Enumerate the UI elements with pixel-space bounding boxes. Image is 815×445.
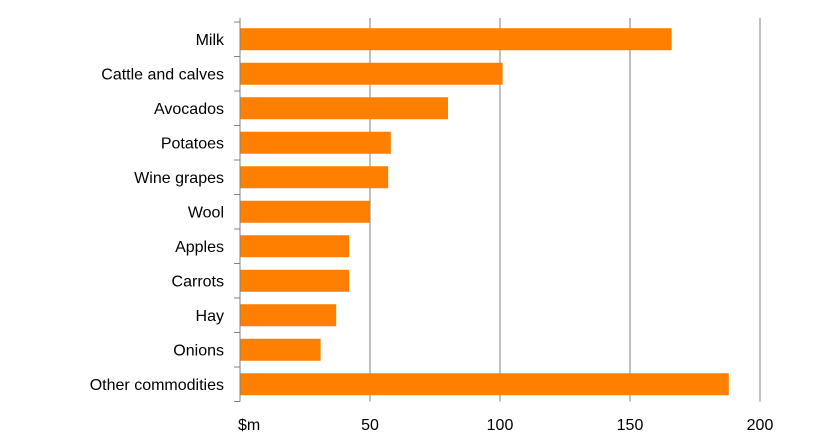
x-tick-label-100: 100 (487, 417, 514, 434)
x-tick-label-200: 200 (747, 417, 774, 434)
bar-hay (240, 304, 337, 327)
category-label-milk: Milk (196, 32, 225, 49)
category-labels: Milk Cattle and calves Avocados Potatoes Win… (90, 32, 225, 394)
bar-cattle-and-calves (240, 62, 503, 85)
y-axis (234, 18, 241, 402)
category-label-avocados: Avocados (154, 101, 224, 118)
category-label-potatoes: Potatoes (161, 135, 224, 152)
category-label-cattle-and-calves: Cattle and calves (101, 66, 224, 83)
category-label-carrots: Carrots (172, 273, 224, 290)
category-label-apples: Apples (175, 239, 224, 256)
category-label-wool: Wool (188, 204, 224, 221)
bar-wool (240, 200, 370, 223)
bar-apples (240, 235, 350, 258)
bar-potatoes (240, 131, 391, 154)
bar-wine-grapes (240, 166, 389, 189)
x-tick-label-50: 50 (361, 417, 379, 434)
x-tick-label-150: 150 (617, 417, 644, 434)
bar-carrots (240, 269, 350, 292)
x-tick-label-0: $m (238, 417, 260, 434)
category-label-onions: Onions (173, 342, 224, 359)
bar-other-commodities (240, 373, 729, 396)
bars (240, 28, 729, 396)
category-label-other-commodities: Other commodities (90, 377, 224, 394)
x-tick-labels: $m 50 100 150 200 (238, 417, 773, 434)
category-label-wine-grapes: Wine grapes (134, 170, 224, 187)
category-label-hay: Hay (196, 308, 224, 325)
bar-onions (240, 338, 321, 361)
bar-milk (240, 28, 672, 51)
bar-avocados (240, 97, 448, 120)
